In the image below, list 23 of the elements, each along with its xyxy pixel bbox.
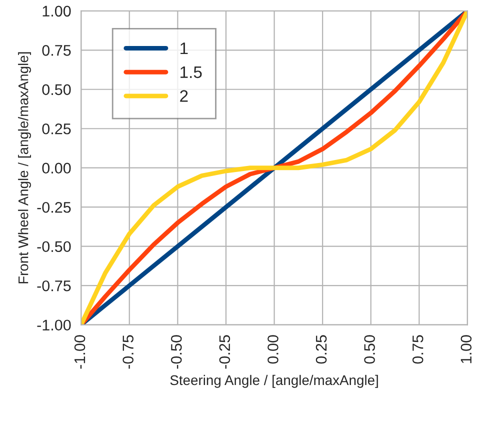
x-tick-label: 0.25 [316,335,327,364]
x-axis-title: Steering Angle / [angle/maxAngle] [170,374,378,388]
x-tick-label: -0.25 [219,335,230,369]
y-tick-label: 0.75 [42,45,71,56]
x-tick-label: 0.75 [412,335,424,364]
y-tick-label: 0.25 [42,123,71,134]
legend-label: 2 [180,90,188,102]
y-tick-label: -0.50 [37,241,71,252]
x-tick-label: -0.75 [122,335,134,369]
line-series [81,10,468,325]
y-tick-label: 0.50 [42,84,71,96]
y-tick-label: -0.75 [37,280,71,292]
y-tick-label: 0.00 [42,162,71,174]
x-tick-label: -0.50 [170,335,182,369]
x-tick-label: 0.00 [268,335,278,364]
y-tick-label: -0.25 [37,202,71,213]
x-tick-label: 0.50 [364,335,375,364]
y-tick-label: 1.00 [42,6,71,17]
y-axis-title: Front Wheel Angle / [angle/maxAngle] [18,52,31,284]
y-tick-label: -1.00 [37,320,71,331]
x-tick-label: 1.00 [460,335,472,364]
legend-label: 1.5 [180,66,202,78]
legend-label: 1 [180,42,188,54]
